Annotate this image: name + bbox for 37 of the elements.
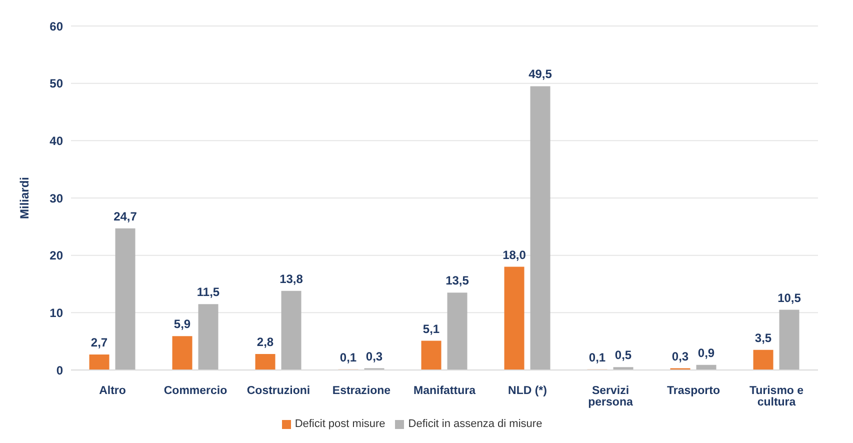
x-tick-label: Altro bbox=[99, 385, 126, 398]
data-label: 0,3 bbox=[366, 349, 383, 364]
data-label: 13,5 bbox=[446, 274, 470, 288]
x-tick-label: Manifattura bbox=[414, 385, 476, 398]
x-tick-label: Estrazione bbox=[332, 385, 391, 398]
legend-label: Deficit post misure bbox=[294, 418, 386, 430]
data-label: 0,9 bbox=[698, 346, 715, 360]
data-label: 0,1 bbox=[588, 350, 606, 364]
x-tick-label: Trasporto bbox=[666, 385, 720, 398]
data-label: 0,1 bbox=[340, 350, 357, 364]
y-tick-label: 60 bbox=[50, 19, 64, 34]
x-tick-label: Costruzioni bbox=[246, 385, 310, 398]
data-label: 2,7 bbox=[90, 336, 108, 350]
data-label: 11,5 bbox=[196, 285, 220, 300]
y-tick-label: 0 bbox=[56, 363, 64, 378]
y-tick-label: 50 bbox=[50, 76, 64, 91]
data-label: 13,8 bbox=[280, 272, 304, 286]
data-label: 18,0 bbox=[502, 248, 526, 262]
data-label: 2,8 bbox=[256, 334, 274, 349]
data-label: 0,5 bbox=[614, 348, 632, 362]
data-label: 24,7 bbox=[114, 209, 138, 224]
y-tick-label: 20 bbox=[50, 248, 64, 263]
data-label: 49,5 bbox=[528, 67, 552, 82]
y-tick-label: 10 bbox=[50, 306, 64, 320]
data-label: 10,5 bbox=[778, 290, 802, 305]
x-tick-label: NLD (*) bbox=[508, 385, 548, 398]
data-label: 3,5 bbox=[754, 330, 772, 345]
data-label: 5,1 bbox=[422, 322, 440, 336]
legend-label: Deficit in assenza di misure bbox=[408, 418, 542, 430]
x-tick-label: Commercio bbox=[164, 385, 228, 398]
data-label: 5,9 bbox=[174, 317, 191, 332]
y-axis-title: Miliardi bbox=[17, 176, 32, 220]
y-tick-label: 40 bbox=[50, 134, 64, 148]
x-tick-label: Turismo e cultura bbox=[749, 385, 804, 409]
x-tick-label: Servizi persona bbox=[588, 385, 634, 409]
y-tick-label: 30 bbox=[50, 191, 64, 206]
data-label: 0,3 bbox=[672, 349, 689, 364]
